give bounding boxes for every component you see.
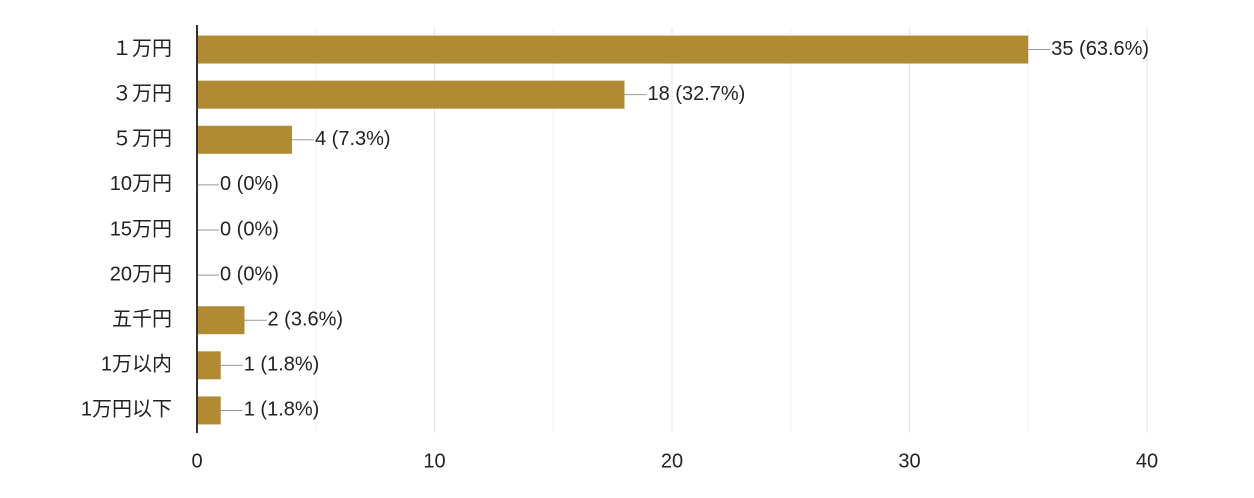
y-tick-label: 1万以内 [101,353,172,376]
y-tick-label: ５万円 [112,128,172,150]
bar [197,35,1029,64]
bar [197,396,221,425]
x-tick-label: 40 [1136,450,1158,472]
y-tick-label: １万円 [112,38,172,60]
x-tick-label: 30 [898,450,920,472]
x-tick-label: 20 [661,450,683,472]
bar [197,306,245,335]
value-label: 2 (3.6%) [268,309,344,331]
value-label: 4 (7.3%) [315,128,391,150]
x-tick-label: 0 [191,450,202,472]
value-label: 1 (1.8%) [244,354,320,376]
y-tick-label: ３万円 [112,83,172,105]
value-label: 0 (0%) [220,218,279,240]
bar [197,80,625,109]
value-label: 0 (0%) [220,263,279,285]
y-tick-label: 五千円 [112,308,172,331]
y-tick-label: 20万円 [110,263,172,285]
bar [197,351,221,380]
value-label: 35 (63.6%) [1051,38,1149,60]
value-label: 1 (1.8%) [244,399,320,421]
value-label: 18 (32.7%) [648,83,746,105]
y-tick-label: 15万円 [110,218,172,240]
bar [197,125,292,154]
value-label: 0 (0%) [220,173,279,195]
x-tick-label: 10 [423,450,445,472]
y-tick-label: 10万円 [110,173,172,195]
y-tick-label: 1万円以下 [81,399,172,421]
